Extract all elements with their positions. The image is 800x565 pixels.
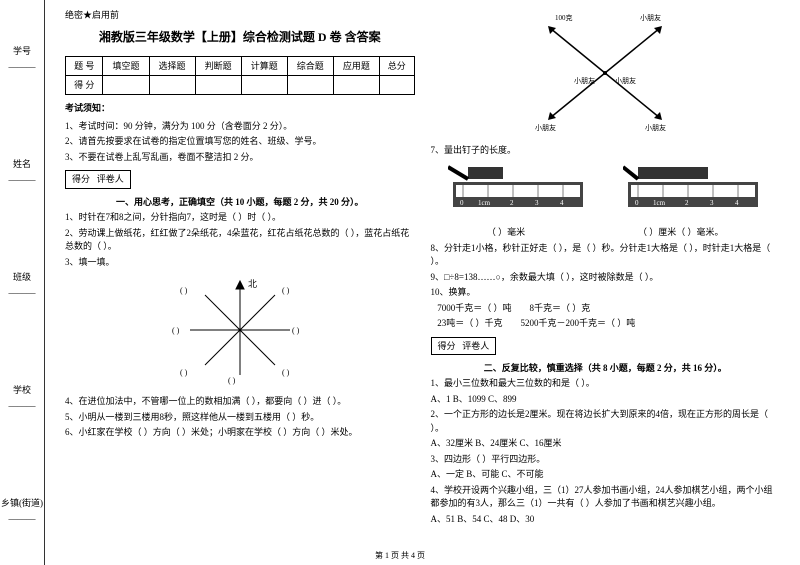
ruler-1: 0 1cm 2 3 4 [448, 162, 588, 221]
svg-text:1cm: 1cm [653, 199, 666, 207]
section1-score-box: 得分 评卷人 [65, 170, 131, 188]
ruler-2: 0 1cm 2 3 4 [623, 162, 763, 221]
svg-text:( ): ( ) [282, 368, 290, 377]
left-column: 绝密★启用前 湘教版三年级数学【上册】综合检测试题 D 卷 含答案 题 号 填空… [57, 8, 423, 557]
margin-field-5: 学号______ [9, 44, 36, 69]
s2q1: 1、最小三位数和最大三位数的和是（ ）。 [431, 377, 781, 391]
svg-text:0: 0 [460, 199, 464, 207]
section1-title: 一、用心思考，正确填空（共 10 小题，每题 2 分，共 20 分）。 [65, 195, 415, 209]
margin-field-2: 学校______ [9, 383, 36, 408]
svg-text:小朋友: 小朋友 [645, 123, 666, 132]
binding-margin: 学号______ 姓名______ 班级______ 学校______ 乡镇(街… [0, 0, 45, 565]
s2q2-opts: A、32厘米 B、24厘米 C、16厘米 [431, 437, 781, 451]
svg-text:小朋友: 小朋友 [535, 123, 556, 132]
s2q2: 2、一个正方形的边长是2厘米。现在将边长扩大到原来的4倍，现在正方形的周长是（ … [431, 408, 781, 435]
svg-text:0: 0 [635, 199, 639, 207]
svg-text:1cm: 1cm [478, 199, 491, 207]
q5: 5、小明从一楼到三楼用8秒，照这样他从一楼到五楼用（ ）秒。 [65, 411, 415, 425]
margin-field-1: 乡镇(街道)______ [1, 496, 43, 521]
s2q1-opts: A、1 B、1099 C、899 [431, 393, 781, 407]
section2-score-box: 得分 评卷人 [431, 337, 497, 355]
score-table: 题 号 填空题 选择题 判断题 计算题 综合题 应用题 总分 得 分 [65, 56, 415, 96]
s2q3: 3、四边形（ ）平行四边形。 [431, 453, 781, 467]
svg-text:2: 2 [510, 199, 514, 207]
svg-text:3: 3 [535, 199, 539, 207]
compass-north: 北 [248, 279, 257, 289]
th-2: 选择题 [149, 56, 195, 75]
svg-text:( ): ( ) [292, 326, 300, 335]
svg-text:2: 2 [685, 199, 689, 207]
ruler-answers: （ ）毫米 （ ）厘米（ ）毫米。 [431, 225, 781, 239]
svg-text:3: 3 [710, 199, 714, 207]
svg-text:小朋友: 小朋友 [615, 76, 636, 85]
svg-text:( ): ( ) [228, 376, 236, 385]
th-6: 应用题 [333, 56, 379, 75]
svg-text:4: 4 [735, 199, 739, 207]
q10-row2: 23吨＝（ ）千克 5200千克－200千克＝（ ）吨 [431, 317, 781, 331]
page-footer: 第 1 页 共 4 页 [0, 550, 800, 561]
svg-text:( ): ( ) [282, 286, 290, 295]
s2q4: 4、学校开设两个兴趣小组，三（1）27人参加书画小组，24人参加棋艺小组，两个小… [431, 484, 781, 511]
svg-text:( ): ( ) [172, 326, 180, 335]
q7: 7、量出钉子的长度。 [431, 144, 781, 158]
confidential-note: 绝密★启用前 [65, 8, 415, 22]
q10-row1: 7000千克＝（ ）吨 8千克＝（ ）克 [431, 302, 781, 316]
ruler-ans-2: （ ）厘米（ ）毫米。 [638, 225, 724, 239]
notice-2: 2、请首先按要求在试卷的指定位置填写您的姓名、班级、学号。 [65, 135, 415, 149]
q10: 10、换算。 [431, 286, 781, 300]
svg-text:( ): ( ) [180, 368, 188, 377]
q2: 2、劳动课上做纸花，红红做了2朵纸花，4朵蓝花，红花占纸花总数的（ ），蓝花占纸… [65, 227, 415, 254]
svg-text:100克: 100克 [555, 14, 573, 22]
section2-title: 二、反复比较，慎重选择（共 8 小题，每题 2 分，共 16 分）。 [431, 361, 781, 375]
ruler-ans-1: （ ）毫米 [487, 225, 525, 239]
cross-diagram: 100克 小朋友 小朋友 小朋友 小朋友 小朋友 [431, 8, 781, 142]
th-5: 综合题 [287, 56, 333, 75]
notice-heading: 考试须知： [65, 101, 415, 115]
paper-title: 湘教版三年级数学【上册】综合检测试题 D 卷 含答案 [65, 28, 415, 47]
svg-text:小朋友: 小朋友 [640, 13, 661, 22]
svg-text:4: 4 [560, 199, 564, 207]
s2q3-opts: A、一定 B、可能 C、不可能 [431, 468, 781, 482]
notice-3: 3、不要在试卷上乱写乱画，卷面不整洁扣 2 分。 [65, 151, 415, 165]
margin-field-4: 姓名______ [9, 157, 36, 182]
right-column: 100克 小朋友 小朋友 小朋友 小朋友 小朋友 7、量出钉子的长度。 [423, 8, 789, 557]
q1: 1、时针在7和8之间，分针指向7，这时是（ ）时（ ）。 [65, 211, 415, 225]
compass-diagram: 北 ( ) ( ) ( ) ( ) ( ) ( ) ( ) [65, 275, 415, 389]
tr2-0: 得 分 [66, 75, 103, 94]
q9: 9、□÷8=138……○，余数最大填（ ），这时被除数是（ ）。 [431, 271, 781, 285]
s2q4-opts: A、51 B、54 C、48 D、30 [431, 513, 781, 527]
svg-text:( ): ( ) [180, 286, 188, 295]
th-3: 判断题 [195, 56, 241, 75]
th-4: 计算题 [241, 56, 287, 75]
q3: 3、填一填。 [65, 256, 415, 270]
svg-text:小朋友: 小朋友 [574, 76, 595, 85]
th-1: 填空题 [103, 56, 149, 75]
th-7: 总分 [379, 56, 414, 75]
rulers-row: 0 1cm 2 3 4 [431, 162, 781, 221]
q8: 8、分针走1小格，秒针正好走（ ），是（ ）秒。分针走1大格是（ ），时针走1大… [431, 242, 781, 269]
th-0: 题 号 [66, 56, 103, 75]
notice-1: 1、考试时间：90 分钟，满分为 100 分（含卷面分 2 分）。 [65, 120, 415, 134]
margin-field-3: 班级______ [9, 270, 36, 295]
q4: 4、在进位加法中，不管哪一位上的数相加满（ ），都要向（ ）进（ ）。 [65, 395, 415, 409]
q6: 6、小红家在学校（ ）方向（ ）米处；小明家在学校（ ）方向（ ）米处。 [65, 426, 415, 440]
